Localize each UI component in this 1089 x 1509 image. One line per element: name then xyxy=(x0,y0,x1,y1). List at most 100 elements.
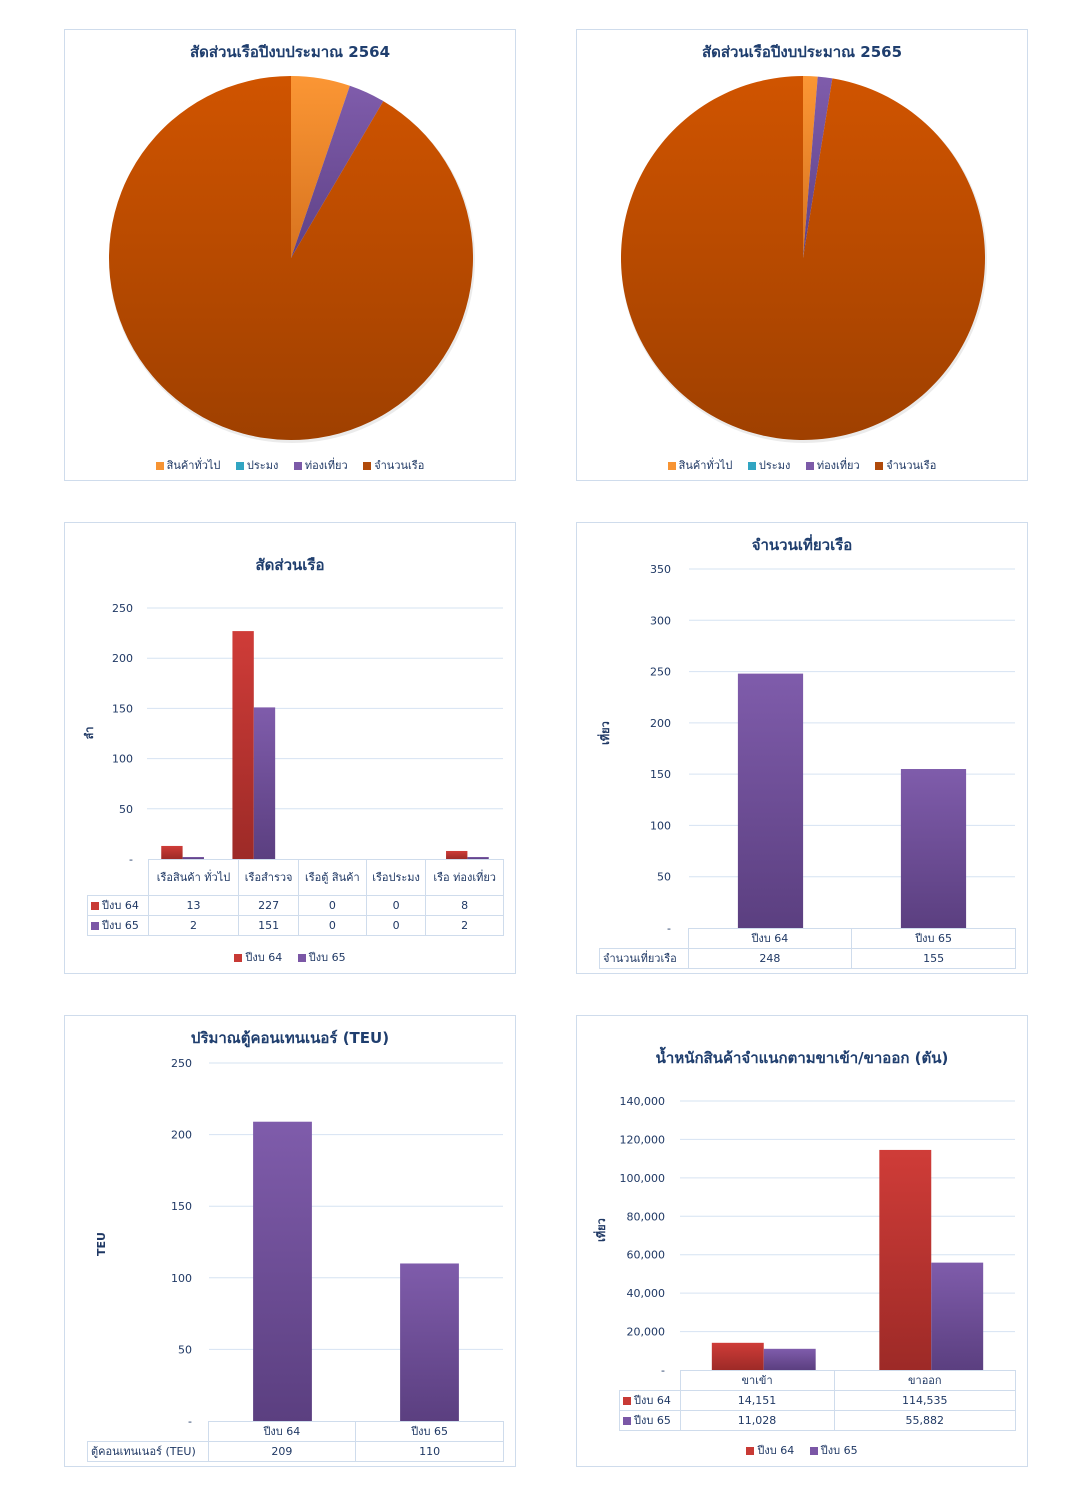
chart-title: สัดส่วนเรือปีงบประมาณ 2565 xyxy=(701,43,903,61)
pie-2565-chart xyxy=(621,76,987,443)
bar-series-1 xyxy=(737,673,804,928)
table-header: ขาเข้า xyxy=(679,1370,835,1391)
y-tick-label: 80,000 xyxy=(627,1210,666,1223)
y-tick-label: 100,000 xyxy=(620,1172,666,1185)
legend-swatch xyxy=(363,462,372,470)
y-tick-label: 300 xyxy=(650,614,671,627)
bar-series-1 xyxy=(446,850,468,859)
table-header: ปีงบ 64 xyxy=(687,928,853,949)
table-row: ปีงบ 65 2 151 0 0 2 xyxy=(87,915,504,936)
teu-panel: ปริมาณตู้คอนเทนเนอร์ (TEU) -50 100 150 200 2… xyxy=(64,1015,516,1467)
chart-title: สัดส่วนเรือ xyxy=(255,556,325,574)
bar-series-1 xyxy=(879,1149,932,1370)
y-tick-label: 350 xyxy=(650,563,671,576)
table-header: เรือประมง xyxy=(365,859,427,896)
table-row: ปีงบ 65 11,028 55,882 xyxy=(619,1410,1017,1431)
legend-swatch xyxy=(234,954,243,962)
y-tick-label: 150 xyxy=(650,768,671,781)
legend-item-tourism: ท่องเที่ยว xyxy=(293,456,348,474)
table-header: เรือ ท่องเที่ยว xyxy=(425,859,504,896)
y-tick-label: 120,000 xyxy=(620,1133,666,1146)
bar-series-1 xyxy=(232,631,254,859)
legend-swatch xyxy=(235,462,244,470)
table-header: เรือตู้ สินค้า xyxy=(297,859,367,896)
legend-item-boat-count: จำนวนเรือ xyxy=(875,456,936,474)
legend-swatch xyxy=(297,954,306,962)
legend-swatch xyxy=(875,462,884,470)
y-tick-label: 20,000 xyxy=(627,1326,666,1339)
y-tick-label: 100 xyxy=(112,753,133,766)
table-header: ปีงบ 65 xyxy=(355,1421,504,1442)
cargo-weight-chart: -20,00040,00060,00080,000100,000120,0001… xyxy=(593,1095,1015,1377)
bar-series-2 xyxy=(253,707,276,859)
y-tick-label: 60,000 xyxy=(627,1249,666,1262)
y-tick-label: 100 xyxy=(171,1272,192,1285)
year-legend: ปีงบ 64 ปีงบ 65 xyxy=(577,1441,1027,1459)
y-tick-label: 100 xyxy=(650,819,671,832)
table-header: เรือสำรวจ xyxy=(238,859,299,896)
pie-legend: สินค้าทั่วไป ประมง ท่องเที่ยว จำนวนเรือ xyxy=(65,456,515,474)
chart-title: สัดส่วนเรือปีงบประมาณ 2564 xyxy=(189,43,391,61)
legend-swatch xyxy=(91,901,99,910)
teu-data-table: ปีงบ 64 ปีงบ 65 ตู้คอนเทนเนอร์ (TEU) 209… xyxy=(87,1421,504,1462)
legend-item-fy65: ปีงบ 65 xyxy=(297,948,346,966)
bar-series-1 xyxy=(253,1121,312,1421)
y-tick-label: 200 xyxy=(112,652,133,665)
bar-series-2 xyxy=(182,856,204,859)
legend-swatch xyxy=(623,1396,631,1405)
pie-slice-tourism xyxy=(291,85,384,258)
bar-series-2 xyxy=(763,1348,816,1370)
legend-swatch xyxy=(805,462,814,470)
legend-swatch xyxy=(293,462,302,470)
y-tick-label: 50 xyxy=(178,1343,192,1356)
legend-item-fy65: ปีงบ 65 xyxy=(809,1441,858,1459)
pie-2564-panel: สัดส่วนเรือปีงบประมาณ 2564 สินค้าทั่วไป … xyxy=(64,29,516,481)
pie-2565-panel: สัดส่วนเรือปีงบประมาณ 2565 สินค้าทั่วไป … xyxy=(576,29,1028,481)
bar-series-2 xyxy=(467,856,489,859)
table-header: ปีงบ 64 xyxy=(207,1421,357,1442)
pie-slice-tourism xyxy=(803,76,833,258)
bar-series-1 xyxy=(900,769,967,928)
pie-2564-chart xyxy=(109,76,475,443)
y-axis-label: ลำ xyxy=(83,727,96,740)
legend-item-general-cargo: สินค้าทั่วไป xyxy=(667,456,732,474)
legend-swatch xyxy=(623,1416,631,1425)
y-axis-label: เที่ยว xyxy=(597,721,612,745)
pie-slice-general-cargo xyxy=(803,76,818,258)
legend-swatch xyxy=(746,1447,755,1455)
legend-item-fishing: ประมง xyxy=(747,456,790,474)
y-tick-label: 250 xyxy=(112,602,133,615)
legend-item-fy64: ปีงบ 64 xyxy=(234,948,282,966)
bar-series-1 xyxy=(400,1263,459,1421)
legend-swatch xyxy=(91,921,99,930)
year-legend: ปีงบ 64 ปีงบ 65 xyxy=(65,948,515,966)
y-tick-label: 200 xyxy=(171,1129,192,1142)
bar-series-1 xyxy=(161,845,183,859)
pie-slice-general-cargo xyxy=(291,76,350,258)
pie-slice-boat-count xyxy=(109,76,474,440)
y-tick-label: 50 xyxy=(657,871,671,884)
legend-item-fishing: ประมง xyxy=(235,456,278,474)
chart-title: ปริมาณตู้คอนเทนเนอร์ (TEU) xyxy=(190,1029,390,1047)
legend-item-tourism: ท่องเที่ยว xyxy=(805,456,860,474)
vessel-ratio-panel: สัดส่วนเรือ -50 100 150 200 250 ลำ เรือสินค้า… xyxy=(64,522,516,974)
pie-legend: สินค้าทั่วไป ประมง ท่องเที่ยว จำนวนเรือ xyxy=(577,456,1027,474)
chart-title: น้ำหนักสินค้าจำแนกตามขาเข้า/ขาออก (ตัน) xyxy=(655,1049,949,1067)
vessel-ratio-data-table: เรือสินค้า ทั่วไป เรือสำรวจ เรือตู้ สินค… xyxy=(87,859,504,936)
legend-item-general-cargo: สินค้าทั่วไป xyxy=(155,456,220,474)
legend-item-boat-count: จำนวนเรือ xyxy=(363,456,424,474)
y-tick-label: 140,000 xyxy=(620,1095,666,1108)
legend-swatch xyxy=(155,462,164,470)
legend-swatch xyxy=(809,1447,818,1455)
bar-series-1 xyxy=(711,1342,764,1370)
table-row: จำนวนเที่ยวเรือ 248 155 xyxy=(599,948,1016,969)
y-tick-label: 250 xyxy=(171,1057,192,1070)
y-tick-label: 200 xyxy=(650,717,671,730)
y-axis-label: TEU xyxy=(95,1232,108,1256)
pie-slice-boat-count xyxy=(621,76,986,440)
table-header: ขาออก xyxy=(833,1370,1017,1391)
table-header: ปีงบ 65 xyxy=(851,928,1016,949)
